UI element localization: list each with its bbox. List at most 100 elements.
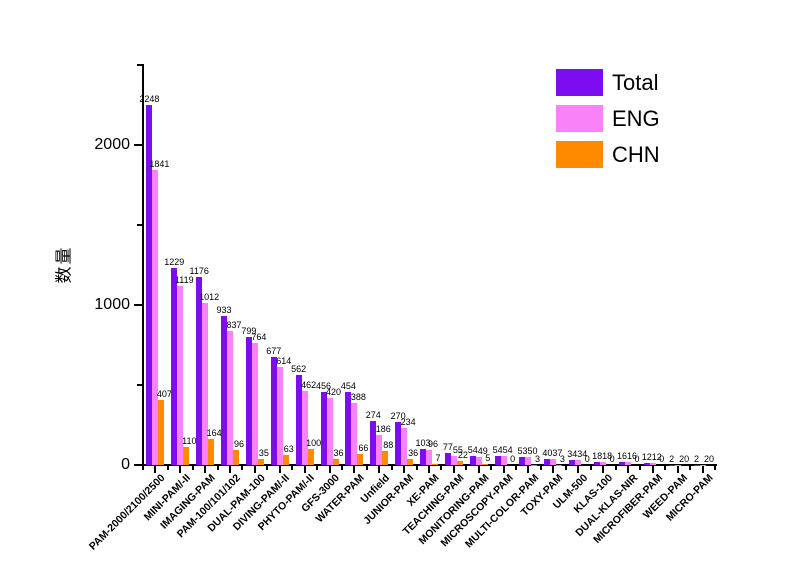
bar-value-eng-17: 34 <box>577 448 588 459</box>
bar-value-eng-15: 50 <box>527 446 538 456</box>
bar-value-eng-10: 234 <box>400 416 416 427</box>
x-major-tick-9 <box>378 466 381 473</box>
y-minor-tick-2500 <box>137 64 143 66</box>
bar-eng-16 <box>550 459 557 465</box>
bar-total-16 <box>544 458 551 465</box>
legend-item-chn: CHN <box>556 136 660 172</box>
y-major-tick-2000 <box>134 144 143 146</box>
bar-value-eng-3: 837 <box>226 320 242 331</box>
bar-chn-4 <box>257 459 264 465</box>
x-minor-tick-1 <box>166 466 169 470</box>
bar-value-total-3: 933 <box>216 304 232 315</box>
bar-eng-18 <box>600 462 607 465</box>
bar-value-total-22: 2 <box>694 453 700 464</box>
x-minor-tick-5 <box>266 466 269 470</box>
bar-eng-8 <box>351 402 358 465</box>
x-minor-tick-9 <box>365 466 368 470</box>
bar-value-chn-10: 36 <box>408 448 419 459</box>
bar-chn-5 <box>282 454 289 465</box>
x-minor-tick-2 <box>191 466 194 470</box>
bar-chn-3 <box>233 449 240 465</box>
bar-value-total-8: 454 <box>340 381 356 392</box>
bar-value-chn-7: 36 <box>333 448 344 459</box>
legend-item-total: Total <box>556 64 660 100</box>
bar-value-eng-4: 764 <box>251 331 267 342</box>
bar-value-chn-16: 3 <box>559 453 565 464</box>
bar-value-eng-0: 1841 <box>149 159 170 170</box>
legend-label-chn: CHN <box>612 141 660 167</box>
bar-eng-13 <box>475 457 482 465</box>
bar-value-chn-19: 0 <box>634 454 640 464</box>
bar-value-eng-5: 614 <box>276 355 292 366</box>
bar-value-total-10: 270 <box>390 410 406 421</box>
x-minor-tick-10 <box>390 466 393 470</box>
x-minor-tick-19 <box>614 466 617 470</box>
bar-total-18 <box>594 462 601 465</box>
bar-chn-13 <box>481 464 488 465</box>
bar-value-total-12: 77 <box>442 441 453 452</box>
bar-value-total-16: 40 <box>542 447 553 458</box>
x-minor-tick-0 <box>142 466 144 470</box>
bar-value-eng-1: 1119 <box>174 274 194 285</box>
x-minor-tick-15 <box>515 466 518 470</box>
bar-total-11 <box>420 448 426 465</box>
bar-value-chn-2: 164 <box>206 427 222 438</box>
bar-chn-0 <box>158 399 165 465</box>
bar-chn-2 <box>208 438 215 465</box>
x-major-tick-19 <box>626 466 629 473</box>
bar-value-eng-2: 1012 <box>199 292 220 303</box>
bar-total-3 <box>221 315 228 465</box>
bar-eng-0 <box>152 170 159 465</box>
x-minor-tick-17 <box>564 466 567 470</box>
x-major-tick-0 <box>154 466 157 473</box>
bar-value-total-21: 2 <box>669 453 675 464</box>
bar-eng-4 <box>251 342 258 465</box>
bar-value-chn-4: 35 <box>258 448 269 459</box>
bar-value-eng-9: 186 <box>375 424 391 435</box>
bar-value-total-14: 54 <box>492 445 503 456</box>
bar-value-chn-21: 0 <box>684 454 690 464</box>
y-axis-line <box>142 64 144 466</box>
bar-total-4 <box>245 337 252 465</box>
bar-chn-11 <box>432 463 438 465</box>
bar-value-total-0: 2248 <box>139 94 160 105</box>
x-minor-tick-4 <box>241 466 244 470</box>
bar-total-8 <box>345 392 352 465</box>
bar-total-6 <box>295 375 302 465</box>
x-major-tick-11 <box>428 466 430 473</box>
x-minor-tick-21 <box>664 466 667 470</box>
bar-value-total-4: 799 <box>241 326 257 337</box>
bar-value-total-15: 53 <box>517 445 528 456</box>
bar-value-chn-17: 0 <box>584 454 590 464</box>
x-minor-tick-11 <box>415 466 418 470</box>
x-minor-tick-13 <box>465 466 468 470</box>
bar-total-20 <box>643 463 650 465</box>
bar-value-chn-6: 100 <box>306 438 322 448</box>
bar-value-eng-22: 2 <box>704 453 710 464</box>
bar-eng-17 <box>575 459 582 465</box>
bar-value-chn-0: 407 <box>156 388 172 399</box>
bar-total-10 <box>395 421 402 465</box>
x-minor-tick-3 <box>216 466 219 470</box>
x-major-tick-18 <box>602 466 605 473</box>
x-major-tick-7 <box>328 466 331 473</box>
bar-value-total-7: 456 <box>316 381 332 392</box>
x-major-tick-12 <box>452 466 455 473</box>
x-major-tick-1 <box>179 466 182 473</box>
bar-chn-8 <box>357 454 364 465</box>
legend-item-eng: ENG <box>556 100 660 136</box>
bar-value-chn-11: 7 <box>435 452 441 463</box>
x-minor-tick-23 <box>714 466 716 470</box>
bar-value-chn-8: 66 <box>358 443 369 454</box>
bar-eng-6 <box>301 391 308 465</box>
bar-eng-11 <box>426 449 432 465</box>
bar-total-12 <box>444 452 451 465</box>
bar-eng-20 <box>649 463 656 465</box>
y-major-tick-1000 <box>134 304 143 306</box>
bar-value-total-6: 562 <box>291 364 307 375</box>
x-major-tick-2 <box>204 466 207 473</box>
x-major-tick-8 <box>353 466 356 473</box>
bar-chn-1 <box>183 447 190 465</box>
bar-value-eng-19: 16 <box>626 451 637 462</box>
bar-value-chn-9: 88 <box>383 439 394 450</box>
